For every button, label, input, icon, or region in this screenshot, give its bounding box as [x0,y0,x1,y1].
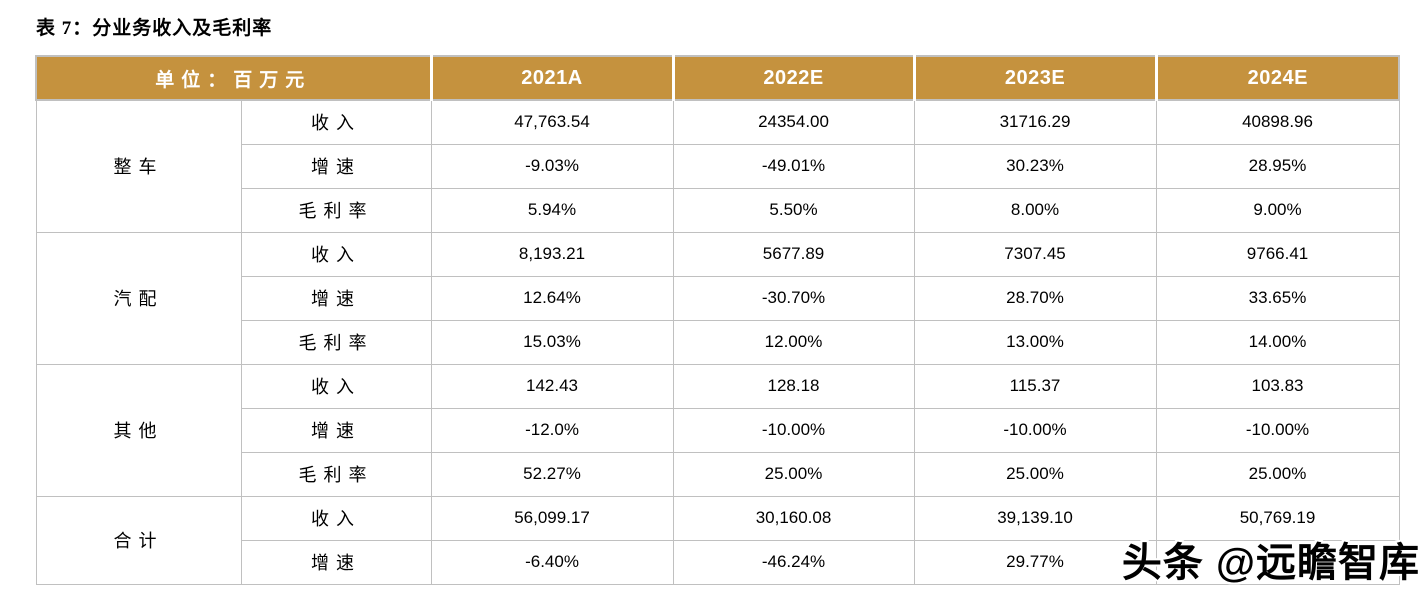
value-cell: 24354.00 [672,99,915,145]
value-cell: 5.94% [430,187,674,233]
value-cell: 40898.96 [1155,99,1400,145]
unit-header-cell: 单位：百万元 [34,55,433,101]
value-cell: 14.00% [1155,319,1400,365]
value-cell: -49.01% [672,143,915,189]
row-label-growth: 增速 [240,143,432,189]
table-row: 增速 -12.0% -10.00% -10.00% -10.00% [36,407,1400,453]
value-cell: 52.27% [430,451,674,497]
value-cell: 8.00% [913,187,1157,233]
value-cell: -10.00% [672,407,915,453]
value-cell: 33.65% [1155,275,1400,321]
value-cell: 142.43 [430,363,674,409]
row-label-growth: 增速 [240,407,432,453]
group-label-other: 其他 [35,363,242,497]
value-cell: 103.83 [1155,363,1400,409]
value-cell: 31716.29 [913,99,1157,145]
value-cell: 56,099.17 [430,495,674,541]
group-label-parts: 汽配 [35,231,242,365]
business-revenue-table: 单位：百万元 2021A 2022E 2023E 2024E 整车 收入 47,… [34,55,1401,585]
value-cell: -30.70% [672,275,915,321]
table-row: 增速 12.64% -30.70% 28.70% 33.65% [36,275,1400,321]
value-cell: 9766.41 [1155,231,1400,277]
value-cell: 25.00% [672,451,915,497]
value-cell: 12.00% [672,319,915,365]
table-row: 其他 收入 142.43 128.18 115.37 103.83 [35,363,1400,497]
value-cell: 8,193.21 [430,231,674,277]
table-row: 整车 收入 47,763.54 24354.00 31716.29 40898.… [35,99,1400,233]
table-row: 增速 -9.03% -49.01% 30.23% 28.95% [36,143,1400,189]
value-cell: 5.50% [672,187,915,233]
table-row: 毛利率 52.27% 25.00% 25.00% 25.00% [36,451,1400,497]
value-cell: 28.95% [1155,143,1400,189]
value-cell: 13.00% [913,319,1157,365]
group-label-vehicle: 整车 [35,99,242,233]
year-header-2023e: 2023E [912,55,1158,101]
value-cell: 5677.89 [672,231,915,277]
value-cell: 50,769.19 [1155,495,1400,541]
value-cell: 115.37 [913,363,1157,409]
table-row: 增速 -6.40% -46.24% 29.77% [36,539,1400,585]
row-label-growth: 增速 [240,275,432,321]
value-cell: 30,160.08 [672,495,915,541]
year-header-2021a: 2021A [429,55,675,101]
table-row: 毛利率 5.94% 5.50% 8.00% 9.00% [36,187,1400,233]
year-header-2022e: 2022E [671,55,916,101]
value-cell: 30.23% [913,143,1157,189]
value-cell: 128.18 [672,363,915,409]
value-cell: -12.0% [430,407,674,453]
watermark-toutiao-yuanzhan: 头条 @远瞻智库 [1121,541,1420,585]
row-label-margin: 毛利率 [240,187,432,233]
value-cell: -10.00% [913,407,1157,453]
table-row: 汽配 收入 8,193.21 5677.89 7307.45 9766.41 [35,231,1400,365]
year-header-2024e: 2024E [1154,55,1401,101]
value-cell: -6.40% [430,539,674,585]
row-label-revenue: 收入 [240,99,432,145]
value-cell: 25.00% [1155,451,1400,497]
value-cell: 39,139.10 [913,495,1157,541]
value-cell: 29.77% [913,539,1157,585]
table-row: 合计 收入 56,099.17 30,160.08 39,139.10 50,7… [35,495,1400,585]
value-cell: 7307.45 [913,231,1157,277]
value-cell [1155,539,1400,585]
row-label-revenue: 收入 [240,231,432,277]
value-cell: -10.00% [1155,407,1400,453]
table-row: 毛利率 15.03% 12.00% 13.00% 14.00% [36,319,1400,365]
value-cell: 47,763.54 [430,99,674,145]
table-header-row: 单位：百万元 2021A 2022E 2023E 2024E [34,55,1401,101]
value-cell: 25.00% [913,451,1157,497]
row-label-growth: 增速 [240,539,432,585]
value-cell: -9.03% [430,143,674,189]
row-label-revenue: 收入 [240,363,432,409]
value-cell: -46.24% [672,539,915,585]
value-cell: 15.03% [430,319,674,365]
value-cell: 12.64% [430,275,674,321]
value-cell: 9.00% [1155,187,1400,233]
row-label-revenue: 收入 [240,495,432,541]
row-label-margin: 毛利率 [240,451,432,497]
table-caption: 表 7：分业务收入及毛利率 [36,18,273,39]
group-label-total: 合计 [35,495,242,585]
row-label-margin: 毛利率 [240,319,432,365]
value-cell: 28.70% [913,275,1157,321]
